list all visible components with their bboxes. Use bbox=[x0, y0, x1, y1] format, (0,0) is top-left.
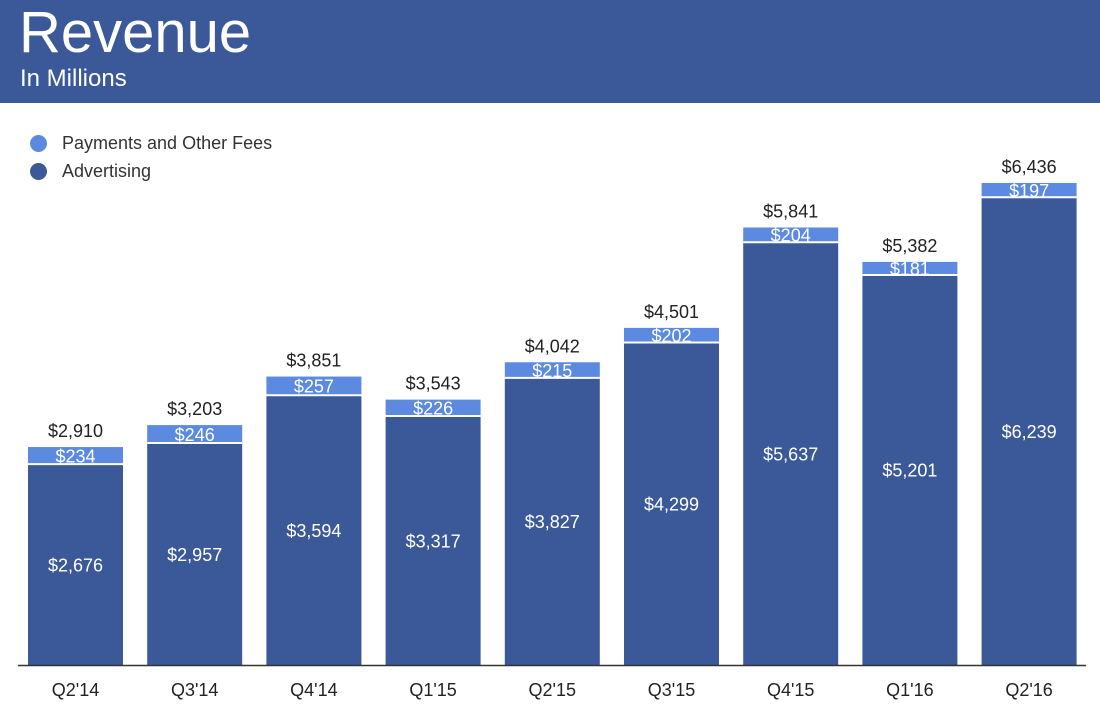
bar-advertising bbox=[147, 443, 243, 665]
chart-title: Revenue bbox=[19, 0, 252, 65]
data-label-advertising: $6,239 bbox=[1002, 422, 1057, 442]
total-label: $2,910 bbox=[48, 421, 103, 441]
data-label-advertising: $4,299 bbox=[644, 495, 699, 515]
data-label-payments: $257 bbox=[294, 377, 334, 397]
x-tick-label: Q4'14 bbox=[290, 680, 337, 700]
bar-payments bbox=[385, 399, 481, 417]
bar-advertising bbox=[743, 242, 839, 665]
x-tick-label: Q1'16 bbox=[886, 680, 933, 700]
header-banner: Revenue In Millions bbox=[0, 0, 1100, 103]
total-label: $3,851 bbox=[286, 351, 341, 371]
x-tick-label: Q2'16 bbox=[1005, 680, 1052, 700]
total-label: $5,382 bbox=[882, 236, 937, 256]
bar-advertising bbox=[385, 416, 481, 665]
data-label-payments: $202 bbox=[651, 326, 691, 346]
x-tick-label: Q4'15 bbox=[767, 680, 814, 700]
data-label-advertising: $3,317 bbox=[406, 531, 461, 551]
legend-swatch-advertising bbox=[30, 162, 47, 180]
bar-payments bbox=[862, 261, 958, 276]
bar-advertising bbox=[504, 378, 600, 665]
chart-subtitle: In Millions bbox=[20, 65, 127, 92]
legend-swatch-payments bbox=[30, 134, 47, 152]
data-label-payments: $226 bbox=[413, 399, 453, 419]
bar-payments bbox=[147, 425, 243, 444]
data-label-payments: $204 bbox=[771, 226, 811, 246]
legend-item-payments: Payments and Other Fees bbox=[30, 129, 272, 157]
data-label-advertising: $3,594 bbox=[286, 521, 341, 541]
bar-advertising bbox=[624, 343, 719, 665]
bar-advertising bbox=[28, 464, 123, 665]
total-label: $3,543 bbox=[406, 374, 461, 394]
total-label: $3,203 bbox=[167, 399, 222, 419]
bar-payments bbox=[743, 227, 839, 243]
bar-payments bbox=[266, 376, 362, 396]
data-label-payments: $234 bbox=[55, 446, 95, 466]
data-label-payments: $181 bbox=[890, 259, 930, 279]
bar-advertising bbox=[981, 197, 1077, 665]
bar-payments bbox=[981, 182, 1077, 198]
bar-payments bbox=[624, 327, 719, 344]
legend-item-advertising: Advertising bbox=[30, 157, 272, 185]
data-label-advertising: $5,637 bbox=[763, 444, 818, 464]
legend-label-payments: Payments and Other Fees bbox=[62, 132, 273, 153]
legend: Payments and Other Fees Advertising bbox=[30, 129, 272, 185]
data-label-advertising: $2,957 bbox=[167, 545, 222, 565]
total-label: $5,841 bbox=[763, 202, 818, 222]
data-label-advertising: $3,827 bbox=[525, 512, 580, 532]
data-label-advertising: $2,676 bbox=[48, 555, 103, 575]
legend-label-advertising: Advertising bbox=[62, 160, 152, 181]
data-label-payments: $215 bbox=[532, 361, 572, 381]
bar-advertising bbox=[862, 275, 958, 665]
data-label-payments: $197 bbox=[1009, 181, 1049, 201]
bar-payments bbox=[28, 447, 123, 465]
x-tick-label: Q3'14 bbox=[171, 680, 218, 700]
total-label: $4,042 bbox=[525, 336, 580, 356]
bar-payments bbox=[504, 362, 600, 379]
bar-advertising bbox=[266, 395, 362, 665]
total-label: $6,436 bbox=[1002, 157, 1057, 177]
data-label-payments: $246 bbox=[175, 425, 215, 445]
data-label-advertising: $5,201 bbox=[882, 461, 937, 481]
x-tick-label: Q2'15 bbox=[529, 680, 576, 700]
total-label: $4,501 bbox=[644, 302, 699, 322]
x-tick-label: Q3'15 bbox=[648, 680, 695, 700]
x-tick-label: Q2'14 bbox=[52, 680, 99, 700]
x-tick-label: Q1'15 bbox=[409, 680, 456, 700]
